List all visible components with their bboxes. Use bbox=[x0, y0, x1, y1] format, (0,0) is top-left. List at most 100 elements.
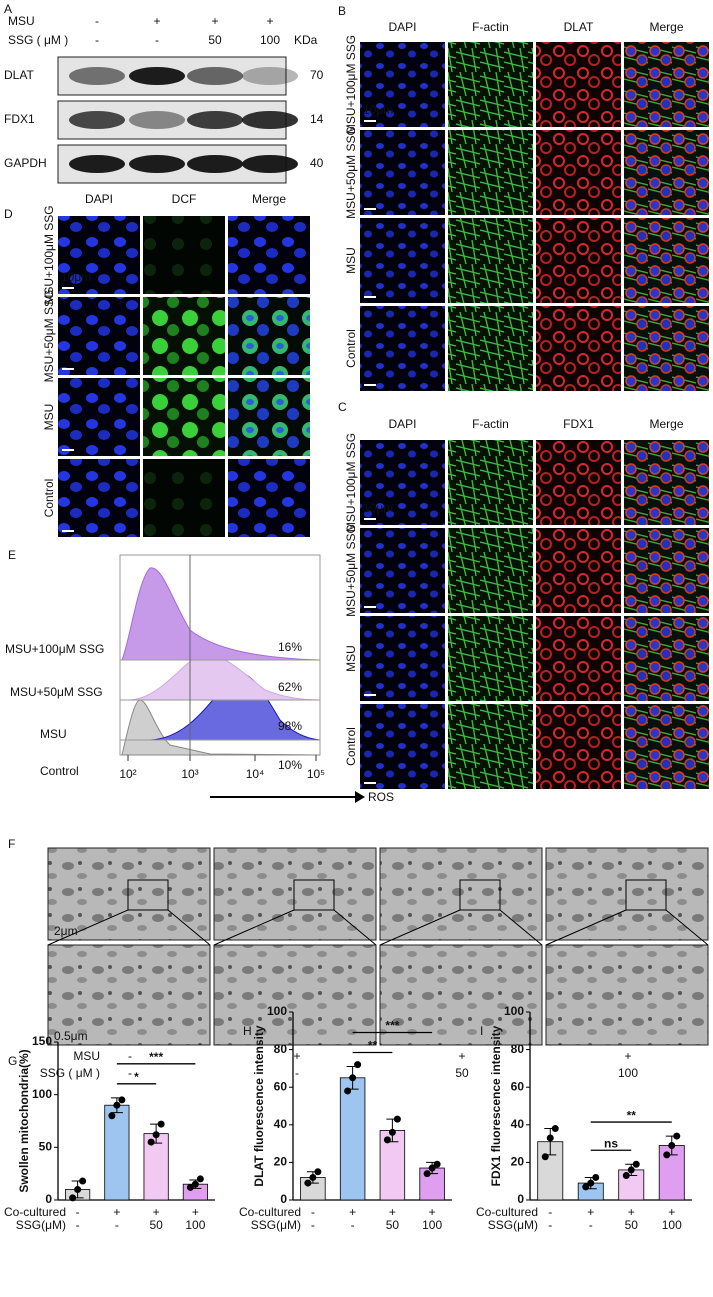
micrograph bbox=[536, 704, 621, 789]
blot-band bbox=[187, 67, 243, 85]
lane-label: + bbox=[624, 1049, 631, 1063]
blot-band bbox=[129, 67, 185, 85]
lane-label: - bbox=[155, 33, 159, 47]
micrograph bbox=[360, 42, 445, 127]
row-label: MSU+50μM SSG bbox=[10, 685, 103, 699]
micrograph bbox=[360, 130, 445, 215]
blot-band bbox=[187, 155, 243, 173]
micrograph bbox=[624, 528, 709, 613]
micrograph bbox=[143, 378, 225, 456]
column-header: DAPI bbox=[388, 417, 416, 431]
micrograph bbox=[624, 704, 709, 789]
lane-label: + bbox=[293, 1049, 300, 1063]
micrograph bbox=[228, 378, 310, 456]
data-point bbox=[383, 1136, 391, 1144]
row-label: MSU+50μM SSG bbox=[344, 126, 358, 219]
micrograph bbox=[448, 130, 533, 215]
lane-label: 50 bbox=[208, 33, 222, 47]
arrow-head bbox=[355, 791, 365, 803]
x-label: - bbox=[589, 1218, 593, 1232]
kda-label: 40 bbox=[310, 156, 324, 170]
y-tick-label: 100 bbox=[504, 1004, 524, 1018]
lane-label: + bbox=[211, 14, 218, 28]
micrograph bbox=[536, 440, 621, 525]
x-label: 50 bbox=[625, 1218, 639, 1232]
bar bbox=[104, 1104, 130, 1201]
zoom-line bbox=[333, 909, 377, 946]
data-point bbox=[309, 1173, 317, 1181]
data-point bbox=[349, 1074, 357, 1082]
data-point bbox=[663, 1151, 671, 1159]
scale-label: 10μm bbox=[363, 103, 393, 117]
micrograph bbox=[448, 528, 533, 613]
em-image bbox=[379, 944, 543, 1046]
micrograph bbox=[143, 297, 225, 375]
row-label: Control bbox=[42, 479, 56, 518]
panel-letter: B bbox=[338, 4, 346, 18]
row-label: MSU+50μM SSG bbox=[42, 290, 56, 383]
y-tick-label: 20 bbox=[274, 1155, 288, 1169]
column-header: Merge bbox=[252, 192, 286, 206]
x-label: 100 bbox=[185, 1218, 205, 1232]
micrograph bbox=[536, 306, 621, 391]
em-image bbox=[379, 847, 543, 941]
zoom-box bbox=[625, 879, 667, 911]
x-label: - bbox=[351, 1218, 355, 1232]
data-point bbox=[423, 1170, 431, 1178]
micrograph bbox=[143, 459, 225, 537]
zoom-line bbox=[499, 909, 543, 946]
x-tick-label: 10³ bbox=[181, 767, 198, 781]
percent-label: 10% bbox=[278, 758, 302, 772]
unit-label: KDa bbox=[294, 33, 318, 47]
zoom-line bbox=[167, 909, 211, 946]
zoom-box bbox=[459, 879, 501, 911]
percent-label: 98% bbox=[278, 719, 302, 733]
zoom-line bbox=[379, 909, 461, 946]
data-point bbox=[79, 1177, 87, 1185]
kda-label: 14 bbox=[310, 112, 324, 126]
column-header: DAPI bbox=[85, 192, 113, 206]
x-label: - bbox=[76, 1218, 80, 1232]
x-label: + bbox=[389, 1205, 396, 1219]
panel-letter: G bbox=[8, 1054, 17, 1068]
x-tick-label: 10⁵ bbox=[307, 767, 325, 781]
blot-band bbox=[69, 67, 125, 85]
lane-label: - bbox=[95, 14, 99, 28]
y-axis-label: FDX1 fluorescence intensity bbox=[489, 1025, 503, 1186]
column-header: DCF bbox=[172, 192, 197, 206]
zoom-box bbox=[127, 879, 169, 911]
lane-label: + bbox=[153, 14, 160, 28]
hist-50 bbox=[129, 653, 321, 701]
data-point bbox=[113, 1101, 121, 1109]
x-label: + bbox=[429, 1205, 436, 1219]
micrograph bbox=[536, 130, 621, 215]
data-point bbox=[186, 1183, 194, 1191]
column-header: DLAT bbox=[564, 20, 594, 34]
data-point bbox=[304, 1179, 312, 1187]
x-label: 100 bbox=[662, 1218, 682, 1232]
row-label: SSG(μM) bbox=[251, 1218, 301, 1232]
data-point bbox=[354, 1061, 362, 1069]
data-point bbox=[157, 1120, 165, 1128]
micrograph bbox=[536, 42, 621, 127]
data-point bbox=[108, 1112, 116, 1120]
zoom-line bbox=[665, 909, 709, 946]
y-tick-label: 0 bbox=[45, 1192, 52, 1206]
micrograph bbox=[448, 306, 533, 391]
row-label: MSU bbox=[40, 727, 67, 741]
micrograph bbox=[448, 616, 533, 701]
y-tick-label: 40 bbox=[274, 1117, 288, 1131]
lane-label: 50 bbox=[455, 1066, 469, 1080]
lane-label: + bbox=[458, 1049, 465, 1063]
zoom-line bbox=[47, 909, 129, 946]
data-point bbox=[541, 1153, 549, 1161]
x-label: 50 bbox=[386, 1218, 400, 1232]
y-axis-label: DLAT fluorescence intensity bbox=[252, 1025, 266, 1186]
x-label: 100 bbox=[422, 1218, 442, 1232]
em-image bbox=[47, 847, 211, 941]
x-label: + bbox=[587, 1205, 594, 1219]
x-label: - bbox=[76, 1205, 80, 1219]
micrograph bbox=[228, 459, 310, 537]
column-header: F-actin bbox=[472, 20, 509, 34]
significance-label: *** bbox=[149, 1050, 163, 1064]
